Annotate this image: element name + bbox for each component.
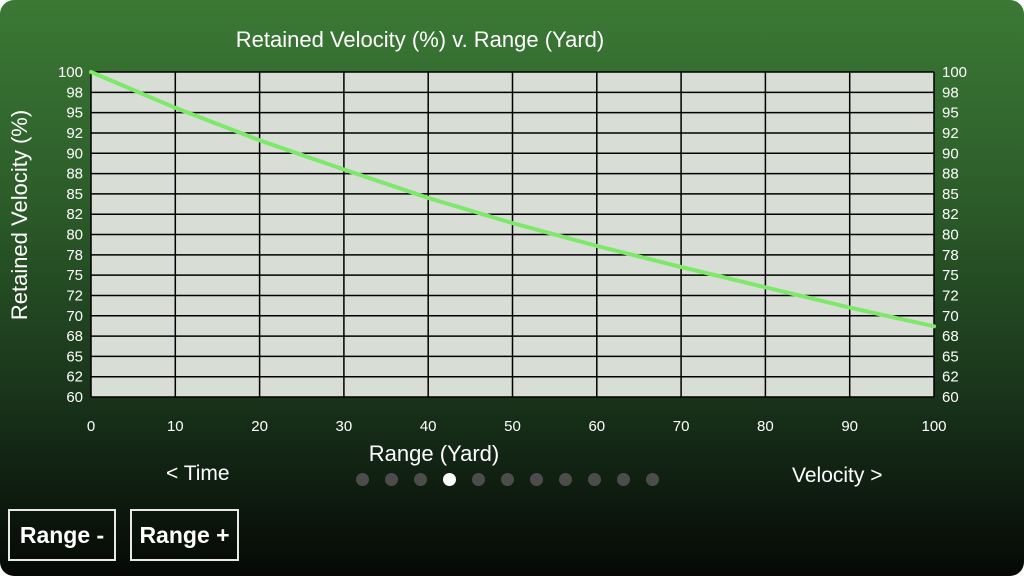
x-tick-label: 100 <box>921 418 946 435</box>
y-axis-right: 100 98 95 92 90 88 85 82 80 78 75 72 70 68 65 62 60 <box>942 64 967 406</box>
y-tick-label-left: 70 <box>66 308 83 325</box>
grid <box>90 71 935 398</box>
retained-velocity-line <box>89 70 936 329</box>
y-tick-label-right: 95 <box>942 105 959 122</box>
y-axis-label: Retained Velocity (%) <box>7 110 32 320</box>
y-tick-label-left: 100 <box>58 64 83 81</box>
x-tick-label: 70 <box>673 418 690 435</box>
y-tick-label-left: 90 <box>66 145 83 162</box>
page-dot[interactable] <box>472 472 485 486</box>
y-tick-label-right: 68 <box>942 328 959 345</box>
page-dot[interactable] <box>617 472 630 486</box>
x-tick-label: 60 <box>588 418 605 435</box>
y-tick-label-right: 62 <box>942 369 959 386</box>
y-tick-label-left: 85 <box>66 186 83 203</box>
series-layer <box>89 70 936 329</box>
page-dot[interactable] <box>588 472 601 486</box>
x-tick-label: 20 <box>251 418 268 435</box>
y-tick-label-right: 75 <box>942 267 959 284</box>
chart-title: Retained Velocity (%) v. Range (Yard) <box>236 27 604 52</box>
y-tick-label-left: 75 <box>66 267 83 284</box>
y-tick-label-left: 62 <box>66 369 83 386</box>
y-tick-label-right: 78 <box>942 247 959 264</box>
page-dot-active[interactable] <box>443 472 456 486</box>
y-tick-label-left: 88 <box>66 166 83 183</box>
y-tick-label-right: 88 <box>942 166 959 183</box>
page-dot[interactable] <box>414 472 427 486</box>
page-dot[interactable] <box>385 472 398 486</box>
y-tick-label-left: 98 <box>66 84 83 101</box>
range-minus-button[interactable]: Range - <box>8 509 116 561</box>
page-dot[interactable] <box>559 472 572 486</box>
page-dot[interactable] <box>501 472 514 486</box>
y-tick-label-right: 85 <box>942 186 959 203</box>
y-tick-label-right: 98 <box>942 84 959 101</box>
range-plus-button[interactable]: Range + <box>130 509 239 561</box>
page-dot[interactable] <box>356 472 369 486</box>
x-tick-label: 40 <box>420 418 437 435</box>
y-tick-label-left: 68 <box>66 328 83 345</box>
y-tick-label-right: 100 <box>942 64 967 81</box>
y-tick-label-left: 78 <box>66 247 83 264</box>
x-tick-label: 30 <box>336 418 353 435</box>
x-tick-label: 50 <box>504 418 521 435</box>
page-dot[interactable] <box>530 472 543 486</box>
x-tick-label: 0 <box>87 418 95 435</box>
y-tick-label-left: 72 <box>66 287 83 304</box>
y-tick-label-left: 65 <box>66 348 83 365</box>
y-axis-left: 100 98 95 92 90 88 85 82 80 78 75 72 70 68 65 62 60 <box>58 64 83 406</box>
y-tick-label-right: 80 <box>942 227 959 244</box>
y-tick-label-right: 72 <box>942 287 959 304</box>
x-axis: 0 10 20 30 40 50 60 70 80 90 100 <box>87 418 947 435</box>
y-tick-label-right: 92 <box>942 125 959 142</box>
page-dot[interactable] <box>646 472 659 486</box>
y-tick-label-right: 70 <box>942 308 959 325</box>
next-page-velocity-link[interactable]: Velocity > <box>792 464 883 487</box>
y-tick-label-right: 90 <box>942 145 959 162</box>
prev-page-time-link[interactable]: < Time <box>166 462 230 485</box>
x-tick-label: 10 <box>167 418 184 435</box>
y-tick-label-left: 82 <box>66 206 83 223</box>
y-tick-label-right: 65 <box>942 348 959 365</box>
y-tick-label-right: 82 <box>942 206 959 223</box>
x-axis-label: Range (Yard) <box>369 441 499 466</box>
page-indicator[interactable] <box>356 471 659 487</box>
y-tick-label-left: 92 <box>66 125 83 142</box>
y-tick-label-left: 60 <box>66 389 83 406</box>
y-tick-label-left: 95 <box>66 105 83 122</box>
y-tick-label-right: 60 <box>942 389 959 406</box>
x-tick-label: 80 <box>757 418 774 435</box>
x-tick-label: 90 <box>841 418 858 435</box>
y-tick-label-left: 80 <box>66 227 83 244</box>
